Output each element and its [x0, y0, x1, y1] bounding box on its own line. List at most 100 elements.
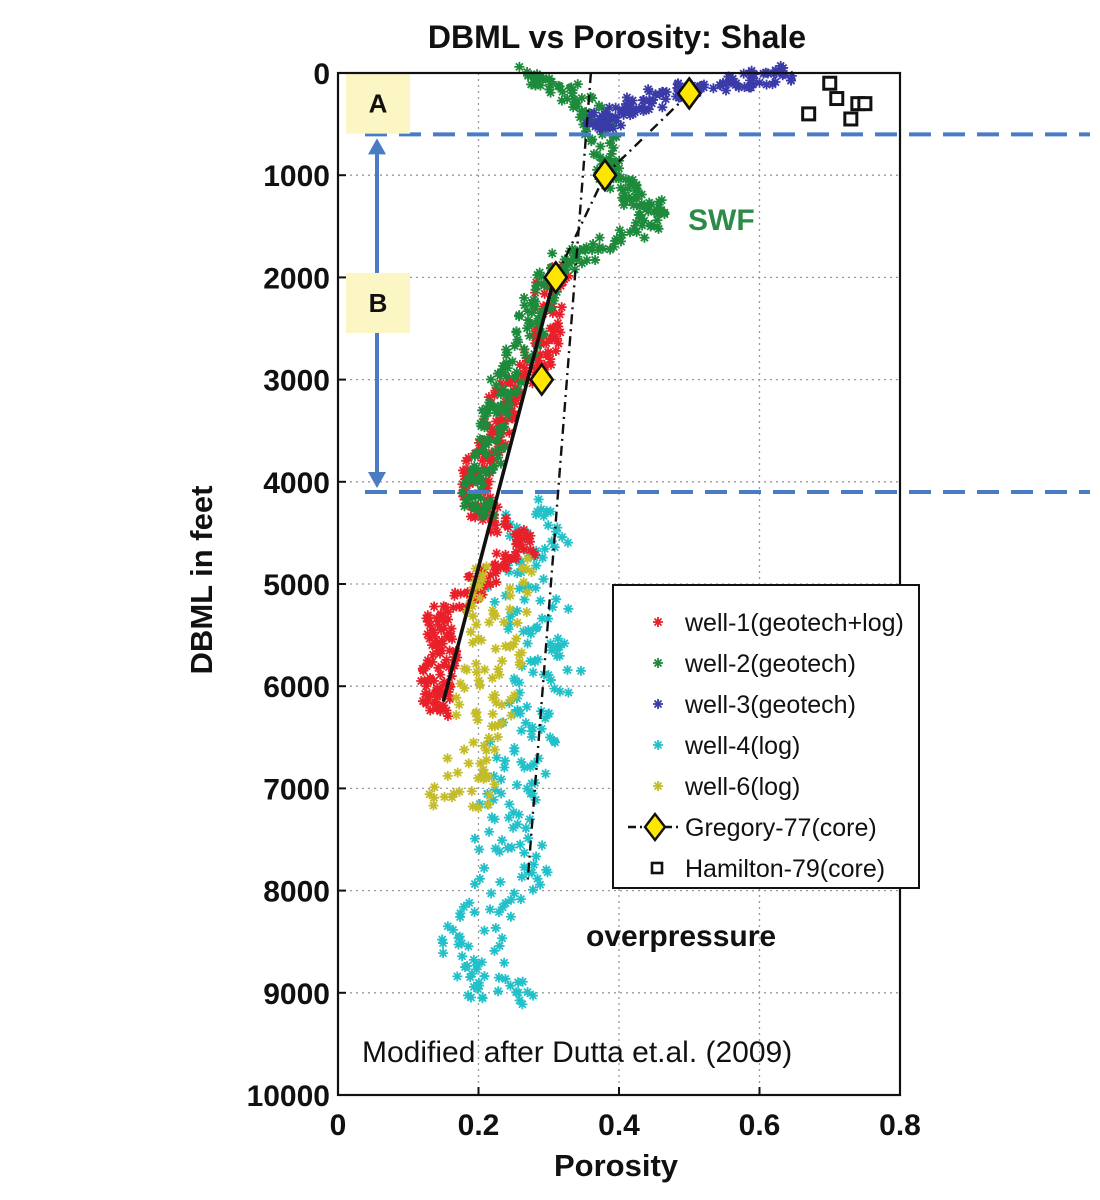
- data-point: [517, 999, 528, 1010]
- data-point: [514, 687, 525, 698]
- data-point: [530, 73, 541, 84]
- y-tick-label: 3000: [263, 365, 330, 398]
- data-point: [511, 522, 522, 533]
- data-point: [538, 511, 549, 522]
- data-point: [509, 340, 520, 351]
- data-point: [442, 753, 453, 764]
- data-point: [501, 350, 512, 361]
- data-point: [652, 215, 663, 226]
- data-point: [445, 681, 456, 692]
- data-point: [429, 782, 440, 793]
- data-point: [483, 799, 494, 810]
- data-point: [545, 638, 556, 649]
- data-point: [533, 318, 544, 329]
- data-point: [463, 941, 474, 952]
- data-point: [531, 324, 542, 335]
- data-point: [516, 556, 527, 567]
- legend-entry: well-4(log): [653, 732, 800, 760]
- data-point: [490, 385, 501, 396]
- data-point: [526, 732, 537, 743]
- data-point: [530, 582, 541, 593]
- data-point: [636, 189, 647, 200]
- data-point: [563, 687, 574, 698]
- data-point: [646, 98, 657, 109]
- data-point: [497, 902, 508, 913]
- data-point: [600, 122, 611, 133]
- data-point: [481, 449, 492, 460]
- data-point: [501, 344, 512, 355]
- data-point: [576, 258, 587, 269]
- data-point: [615, 120, 626, 131]
- data-point: [515, 894, 526, 905]
- data-point: [489, 945, 500, 956]
- data-point: [499, 404, 510, 415]
- data-point: [513, 375, 524, 386]
- data-point: [571, 101, 582, 112]
- data-point: [423, 694, 434, 705]
- data-point: [524, 814, 535, 825]
- data-point: [474, 844, 485, 855]
- data-point: [504, 698, 515, 709]
- data-point: [485, 904, 496, 915]
- data-point: [429, 631, 440, 642]
- legend-diamond-icon: [643, 812, 667, 842]
- data-point: [498, 616, 509, 627]
- legend-entry: well-1(geotech+log): [653, 609, 904, 637]
- data-point: [562, 537, 573, 548]
- data-point: [476, 465, 487, 476]
- data-point: [510, 393, 521, 404]
- data-point: [514, 61, 525, 72]
- data-point: [439, 791, 450, 802]
- data-point: [489, 401, 500, 412]
- data-point: [604, 153, 615, 164]
- data-point: [727, 73, 738, 84]
- data-point: [523, 581, 534, 592]
- data-point: [490, 843, 501, 854]
- data-point: [545, 359, 556, 370]
- data-point: [512, 617, 523, 628]
- data-point: [466, 786, 477, 797]
- data-point: [636, 213, 647, 224]
- data-point: [455, 678, 466, 689]
- data-point: [514, 677, 525, 688]
- data-point: [520, 368, 531, 379]
- data-point: [469, 907, 480, 918]
- data-point: [637, 220, 648, 231]
- data-point: [521, 606, 532, 617]
- data-point: [526, 726, 537, 737]
- y-tick-label: 0: [313, 58, 330, 91]
- data-point: [425, 705, 436, 716]
- data-point: [529, 758, 540, 769]
- data-point: [490, 568, 501, 579]
- data-point: [471, 658, 482, 669]
- data-point: [530, 550, 541, 561]
- data-point: [543, 349, 554, 360]
- data-point: [525, 530, 536, 541]
- data-point: [611, 116, 622, 127]
- data-point: [525, 788, 536, 799]
- data-point: [504, 427, 515, 438]
- data-point: [500, 513, 511, 524]
- data-point: [475, 493, 486, 504]
- data-point: [477, 479, 488, 490]
- data-point: [718, 77, 729, 88]
- data-point: [632, 186, 643, 197]
- data-point: [659, 209, 670, 220]
- data-point: [487, 426, 498, 437]
- data-point: [491, 416, 502, 427]
- data-point: [535, 595, 546, 606]
- data-point: [660, 94, 671, 105]
- data-point: [631, 103, 642, 114]
- data-point: [532, 506, 543, 517]
- data-point: [547, 288, 558, 299]
- data-point: [458, 901, 469, 912]
- data-point: [450, 587, 461, 598]
- data-point: [587, 245, 598, 256]
- data-point: [547, 602, 558, 613]
- data-point: [645, 221, 656, 232]
- data-point: [471, 463, 482, 474]
- data-point: [469, 878, 480, 889]
- data-point: [541, 338, 552, 349]
- data-point: [487, 497, 498, 508]
- data-point: [639, 232, 650, 243]
